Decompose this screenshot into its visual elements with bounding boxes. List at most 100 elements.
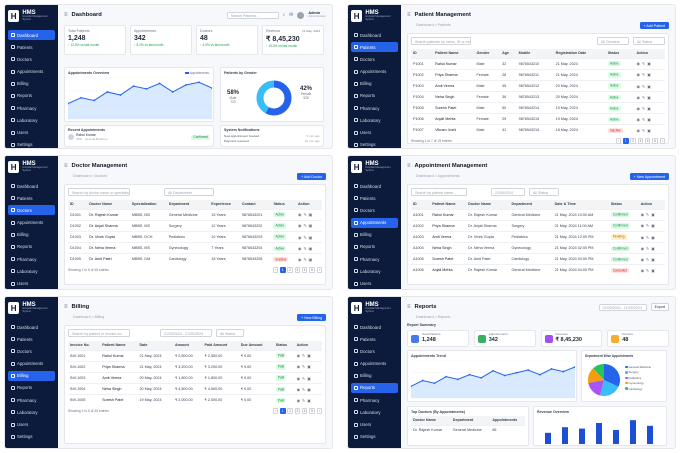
view-icon[interactable]: ◉ xyxy=(297,235,304,240)
edit-icon[interactable]: ✎ xyxy=(645,235,652,240)
sidebar-item-patients[interactable]: Patients xyxy=(351,42,398,53)
sidebar-item-users[interactable]: Users xyxy=(351,420,398,430)
search-input[interactable]: Search patients by name, ID or mobile... xyxy=(411,37,471,45)
view-icon[interactable]: ◉ xyxy=(636,128,642,133)
avatar[interactable] xyxy=(297,11,305,19)
sidebar-item-dashboard[interactable]: Dashboard xyxy=(351,322,398,332)
delete-icon[interactable]: ▣ xyxy=(307,387,313,392)
sidebar-item-users[interactable]: Users xyxy=(8,128,55,138)
edit-icon[interactable]: ✎ xyxy=(641,84,648,89)
department-filter[interactable]: All Department xyxy=(164,188,214,196)
sidebar-item-laboratory[interactable]: Laboratory xyxy=(351,266,398,276)
sidebar-item-pharmacy[interactable]: Pharmacy xyxy=(8,254,55,264)
edit-icon[interactable]: ✎ xyxy=(645,213,652,218)
status-filter[interactable]: All Status xyxy=(633,37,665,45)
date-range-filter[interactable]: 21/05/2024 - 21/05/2024 xyxy=(160,329,212,337)
sidebar-item-dashboard[interactable]: Dashboard xyxy=(8,30,55,40)
sidebar-item-appointments[interactable]: Appointments xyxy=(351,359,398,369)
table-row[interactable]: A1006 Anjali Mehta Dr. Rajesh Kumar General… xyxy=(411,264,665,276)
delete-icon[interactable]: ▣ xyxy=(651,235,657,240)
delete-icon[interactable]: ▣ xyxy=(647,62,653,67)
table-row[interactable]: D1005 Dr. Amit Patel MBBS, DM Cardiology 18 … xyxy=(68,253,322,265)
sidebar-item-reports[interactable]: Reports xyxy=(8,383,55,393)
sidebar-item-appointments[interactable]: Appointments xyxy=(8,67,55,77)
sidebar-item-users[interactable]: Users xyxy=(351,279,398,289)
pagination[interactable]: ‹ 1 2 3 4 5 › xyxy=(272,267,322,273)
sidebar-item-reports[interactable]: Reports xyxy=(351,382,398,393)
table-row[interactable]: A1001 Rahul Kumar Dr. Rajesh Kumar General … xyxy=(411,208,665,221)
table-row[interactable]: D1001 Dr. Rajesh Kumar MBBS, MD General Med… xyxy=(68,208,322,221)
edit-icon[interactable]: ✎ xyxy=(641,106,648,111)
view-icon[interactable]: ◉ xyxy=(636,95,642,100)
search-input[interactable]: Search by patient or invoice no. xyxy=(68,329,130,337)
view-icon[interactable]: ◉ xyxy=(296,387,302,392)
sidebar-item-laboratory[interactable]: Laboratory xyxy=(351,115,398,125)
view-icon[interactable]: ◉ xyxy=(297,257,304,262)
sidebar-item-appointments[interactable]: Appointments xyxy=(8,359,55,369)
search-input[interactable]: Search Patients... xyxy=(226,11,279,19)
sidebar-item-doctors[interactable]: Doctors xyxy=(8,346,55,356)
delete-icon[interactable]: ▣ xyxy=(307,376,313,381)
sidebar-item-billing[interactable]: Billing xyxy=(8,79,55,89)
menu-icon[interactable]: ≡ xyxy=(64,163,68,169)
sidebar-item-laboratory[interactable]: Laboratory xyxy=(351,407,398,417)
view-icon[interactable]: ◉ xyxy=(296,398,302,403)
sidebar-item-reports[interactable]: Reports xyxy=(8,91,55,101)
table-row[interactable]: A1005 Suresh Patel Dr. Amit Patel Cardiolog… xyxy=(411,253,665,265)
sidebar-item-pharmacy[interactable]: Pharmacy xyxy=(351,254,398,264)
sidebar-item-doctors[interactable]: Doctors xyxy=(351,346,398,356)
view-icon[interactable]: ◉ xyxy=(297,246,304,251)
sidebar-item-doctors[interactable]: Doctors xyxy=(8,54,55,64)
table-row[interactable]: A1003 Amit Verma Dr. Vivek Gupta Pediatrics… xyxy=(411,230,665,243)
delete-icon[interactable]: ▣ xyxy=(647,128,653,133)
delete-icon[interactable]: ▣ xyxy=(647,84,653,89)
sidebar-item-doctors[interactable]: Doctors xyxy=(8,205,55,216)
menu-icon[interactable]: ≡ xyxy=(64,304,68,310)
view-icon[interactable]: ◉ xyxy=(640,235,646,240)
sidebar-item-laboratory[interactable]: Laboratory xyxy=(8,115,55,125)
sidebar-item-dashboard[interactable]: Dashboard xyxy=(8,322,55,332)
edit-icon[interactable]: ✎ xyxy=(645,257,652,262)
status-filter[interactable]: All Status xyxy=(216,329,244,337)
delete-icon[interactable]: ▣ xyxy=(308,224,315,229)
sidebar-item-pharmacy[interactable]: Pharmacy xyxy=(8,395,55,405)
edit-icon[interactable]: ✎ xyxy=(303,224,309,229)
table-row[interactable]: P1006 Anjali Mehta Female 29 9876543215 19 Ma… xyxy=(411,113,665,125)
view-icon[interactable]: ◉ xyxy=(640,257,646,262)
export-button[interactable]: Export xyxy=(650,303,669,311)
table-row[interactable]: D1002 Dr. Anjali Sharma MBBS, MS Surgery 12 … xyxy=(68,219,322,232)
edit-icon[interactable]: ✎ xyxy=(641,62,648,67)
table-row[interactable]: D1004 Dr. Neha Verma MBBS, MS Gynecology 7 Y… xyxy=(68,242,322,254)
sidebar-item-reports[interactable]: Reports xyxy=(351,242,398,252)
edit-icon[interactable]: ✎ xyxy=(303,213,309,218)
sidebar-item-pharmacy[interactable]: Pharmacy xyxy=(351,395,398,405)
edit-icon[interactable]: ✎ xyxy=(301,387,308,392)
view-icon[interactable]: ◉ xyxy=(636,84,642,89)
sidebar-item-billing[interactable]: Billing xyxy=(351,371,398,381)
sidebar-item-appointments[interactable]: Appointments xyxy=(8,218,55,228)
view-icon[interactable]: ◉ xyxy=(640,213,646,218)
view-icon[interactable]: ◉ xyxy=(297,224,304,229)
delete-icon[interactable]: ▣ xyxy=(307,398,313,403)
delete-icon[interactable]: ▣ xyxy=(651,213,657,218)
sidebar-item-settings[interactable]: Settings xyxy=(351,432,398,442)
add-patient-button[interactable]: + Add Patient xyxy=(639,22,669,29)
edit-icon[interactable]: ✎ xyxy=(301,376,308,381)
edit-icon[interactable]: ✎ xyxy=(641,95,648,100)
edit-icon[interactable]: ✎ xyxy=(301,365,308,370)
sidebar-item-settings[interactable]: Settings xyxy=(8,140,55,148)
delete-icon[interactable]: ▣ xyxy=(307,354,313,359)
sidebar-item-billing[interactable]: Billing xyxy=(8,230,55,240)
sidebar-item-settings[interactable]: Settings xyxy=(8,432,55,442)
edit-icon[interactable]: ✎ xyxy=(303,235,309,240)
mail-icon[interactable]: ✉ xyxy=(289,12,294,18)
sidebar-item-patients[interactable]: Patients xyxy=(351,193,398,203)
menu-icon[interactable]: ≡ xyxy=(407,163,411,169)
delete-icon[interactable]: ▣ xyxy=(647,117,653,122)
sidebar-item-dashboard[interactable]: Dashboard xyxy=(351,181,398,191)
edit-icon[interactable]: ✎ xyxy=(645,224,652,229)
edit-icon[interactable]: ✎ xyxy=(641,117,648,122)
view-icon[interactable]: ◉ xyxy=(640,246,646,251)
view-icon[interactable]: ◉ xyxy=(636,106,642,111)
sidebar-item-reports[interactable]: Reports xyxy=(8,242,55,252)
